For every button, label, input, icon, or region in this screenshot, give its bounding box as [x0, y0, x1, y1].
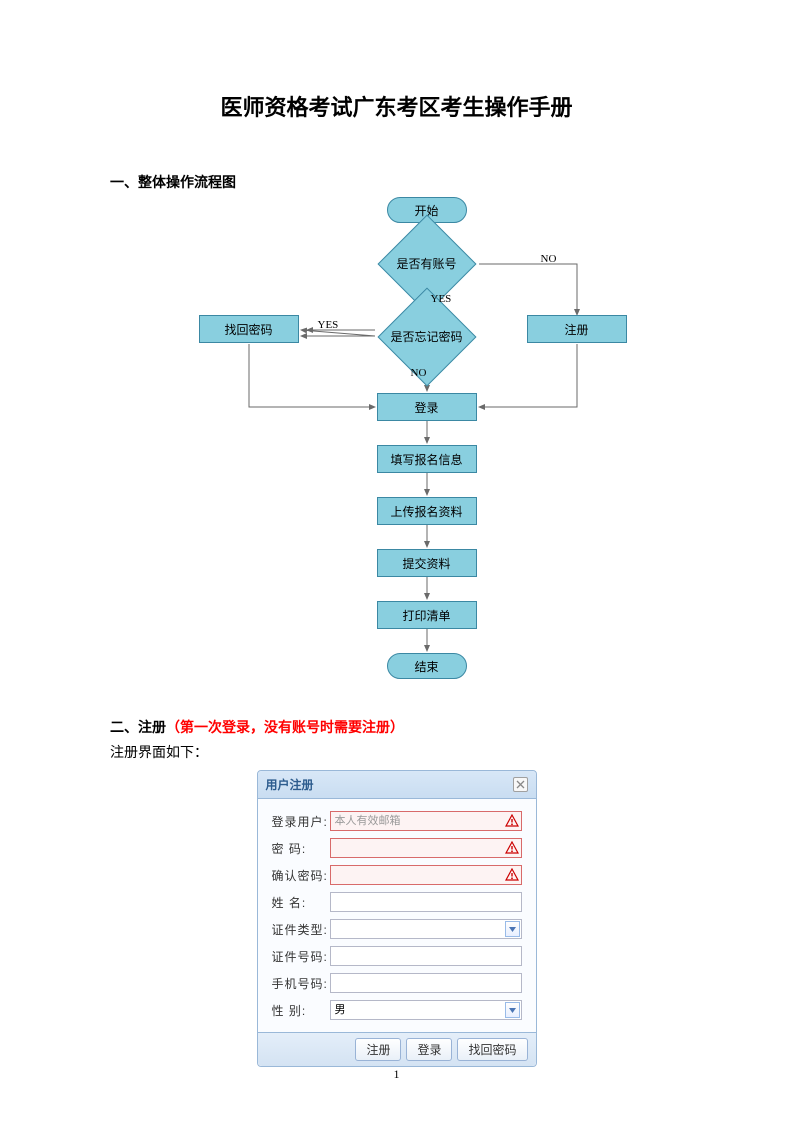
dialog-title: 用户注册: [266, 776, 314, 793]
page-number: 1: [0, 1067, 793, 1082]
close-icon[interactable]: [513, 777, 528, 792]
row-id-number: 证件号码:: [272, 946, 522, 966]
input-id-number[interactable]: [330, 946, 522, 966]
select-gender[interactable]: 男: [330, 1000, 522, 1020]
node-print: 打印清单: [377, 601, 477, 629]
section2-header: 二、注册（第一次登录，没有账号时需要注册）: [110, 717, 683, 737]
login-button[interactable]: 登录: [406, 1038, 452, 1061]
section2-prefix: 二、注册: [110, 721, 166, 736]
dialog-footer: 注册 登录 找回密码: [258, 1032, 536, 1066]
input-login-user[interactable]: 本人有效邮箱: [330, 811, 522, 831]
node-end: 结束: [387, 653, 467, 679]
register-button[interactable]: 注册: [355, 1038, 401, 1061]
row-name: 姓 名:: [272, 892, 522, 912]
node-recover: 找回密码: [199, 315, 299, 343]
node-register: 注册: [527, 315, 627, 343]
edge-yes2: YES: [318, 319, 339, 331]
flowchart: 开始 是否有账号 注册 是否忘记密码 找回密码 登录 填写报名信息 上传报名资料…: [147, 197, 647, 717]
label-login-user: 登录用户:: [272, 813, 330, 830]
input-phone[interactable]: [330, 973, 522, 993]
label-name: 姓 名:: [272, 894, 330, 911]
node-has-account: 是否有账号: [377, 239, 477, 287]
input-confirm[interactable]: [330, 865, 522, 885]
row-password: 密 码:: [272, 838, 522, 858]
row-phone: 手机号码:: [272, 973, 522, 993]
section2-subtitle: 注册界面如下：: [110, 742, 683, 762]
page-title: 医师资格考试广东考区考生操作手册: [110, 90, 683, 122]
node-login: 登录: [377, 393, 477, 421]
label-id-number: 证件号码:: [272, 948, 330, 965]
section1-header: 一、整体操作流程图: [110, 172, 683, 192]
dialog-body: 登录用户: 本人有效邮箱 密 码: 确认密码: 姓 名: 证: [258, 799, 536, 1032]
node-submit: 提交资料: [377, 549, 477, 577]
edge-no1: NO: [541, 253, 557, 265]
node-fill: 填写报名信息: [377, 445, 477, 473]
recover-password-button[interactable]: 找回密码: [457, 1038, 527, 1061]
edge-yes1: YES: [431, 293, 452, 305]
label-phone: 手机号码:: [272, 975, 330, 992]
warning-icon: [504, 840, 520, 856]
row-gender: 性 别: 男: [272, 1000, 522, 1020]
section2-note: （第一次登录，没有账号时需要注册）: [166, 721, 404, 736]
node-forgot-password: 是否忘记密码: [377, 312, 477, 360]
edge-no2: NO: [411, 367, 427, 379]
label-gender: 性 别:: [272, 1002, 330, 1019]
dialog-titlebar: 用户注册: [258, 771, 536, 799]
warning-icon: [504, 867, 520, 883]
warning-icon: [504, 813, 520, 829]
row-id-type: 证件类型:: [272, 919, 522, 939]
row-confirm: 确认密码:: [272, 865, 522, 885]
row-login-user: 登录用户: 本人有效邮箱: [272, 811, 522, 831]
label-id-type: 证件类型:: [272, 921, 330, 938]
label-confirm: 确认密码:: [272, 867, 330, 884]
input-name[interactable]: [330, 892, 522, 912]
label-password: 密 码:: [272, 840, 330, 857]
select-id-type[interactable]: [330, 919, 522, 939]
input-password[interactable]: [330, 838, 522, 858]
register-dialog: 用户注册 登录用户: 本人有效邮箱 密 码: 确认密码:: [257, 770, 537, 1067]
node-upload: 上传报名资料: [377, 497, 477, 525]
